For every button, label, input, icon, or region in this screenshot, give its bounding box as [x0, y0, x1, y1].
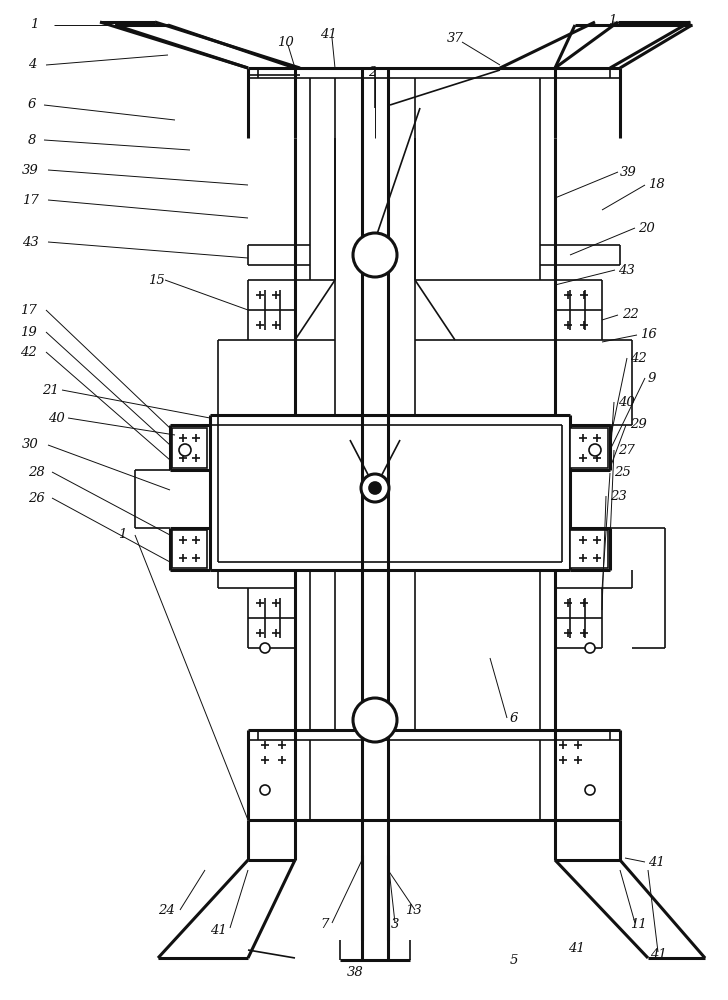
Circle shape [179, 444, 191, 456]
Text: 37: 37 [446, 31, 464, 44]
Text: 20: 20 [638, 222, 654, 234]
Text: 15: 15 [148, 273, 165, 286]
Text: 9: 9 [648, 371, 657, 384]
Text: 17: 17 [20, 304, 36, 316]
Text: 41: 41 [320, 28, 336, 41]
Text: 8: 8 [28, 133, 36, 146]
Text: 43: 43 [22, 235, 39, 248]
Text: 21: 21 [42, 383, 59, 396]
Text: 42: 42 [20, 346, 36, 359]
Circle shape [353, 233, 397, 277]
Circle shape [589, 444, 601, 456]
Circle shape [260, 643, 270, 653]
Text: 41: 41 [568, 942, 585, 954]
Text: 16: 16 [640, 328, 657, 342]
Text: 39: 39 [22, 163, 39, 176]
Text: 38: 38 [347, 966, 363, 978]
Text: 26: 26 [28, 491, 44, 504]
Text: 23: 23 [610, 489, 627, 502]
Circle shape [353, 698, 397, 742]
Text: 7: 7 [321, 918, 329, 932]
Circle shape [585, 643, 595, 653]
Text: 24: 24 [158, 904, 175, 916]
Text: 22: 22 [622, 308, 638, 322]
Text: 2: 2 [368, 66, 376, 79]
Circle shape [369, 482, 381, 494]
Text: 29: 29 [630, 418, 646, 432]
Bar [172, 530, 207, 568]
Circle shape [361, 474, 389, 502]
Text: 19: 19 [20, 326, 36, 338]
Text: 13: 13 [405, 904, 422, 916]
Text: 42: 42 [630, 352, 646, 364]
Text: 10: 10 [277, 35, 293, 48]
Text: 1: 1 [118, 528, 127, 542]
Text: 17: 17 [22, 194, 39, 207]
Circle shape [585, 785, 595, 795]
Text: 41: 41 [650, 948, 667, 962]
Text: 3: 3 [391, 918, 399, 932]
Bar [570, 428, 608, 468]
Text: 25: 25 [614, 466, 630, 480]
Bar [570, 530, 608, 568]
Text: 11: 11 [630, 918, 646, 932]
Text: 1: 1 [30, 18, 39, 31]
Text: 18: 18 [648, 178, 665, 192]
Text: 4: 4 [28, 58, 36, 72]
Text: 1: 1 [608, 13, 617, 26]
Text: 41: 41 [648, 856, 665, 868]
Text: 5: 5 [510, 954, 518, 966]
Text: 39: 39 [620, 165, 637, 178]
Text: 6: 6 [510, 712, 518, 724]
Text: 40: 40 [618, 395, 635, 408]
Text: 6: 6 [28, 99, 36, 111]
Text: 30: 30 [22, 438, 39, 452]
Text: 43: 43 [618, 263, 635, 276]
Text: 40: 40 [48, 412, 65, 424]
Text: 41: 41 [210, 924, 226, 936]
Bar [172, 428, 207, 468]
Circle shape [260, 785, 270, 795]
Text: 28: 28 [28, 466, 44, 479]
Text: 27: 27 [618, 444, 635, 456]
